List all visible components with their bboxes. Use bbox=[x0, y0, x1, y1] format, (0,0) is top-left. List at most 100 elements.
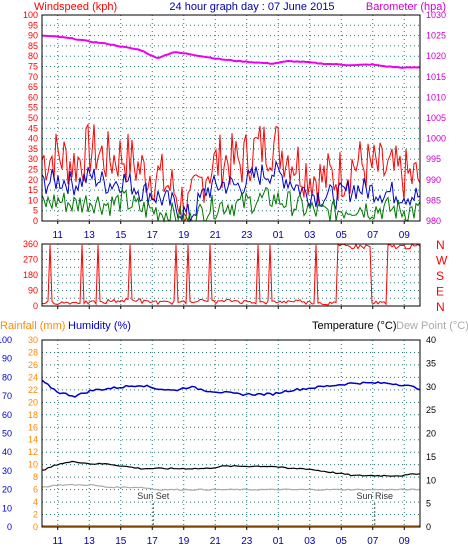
temperature-tick-label: 20 bbox=[426, 429, 436, 439]
rainfall-tick-label: 14 bbox=[28, 435, 38, 445]
direction-tick-label: 360 bbox=[23, 239, 38, 249]
windspeed-tick-label: 10 bbox=[28, 195, 38, 205]
rainfall-tick-label: 2 bbox=[33, 510, 38, 520]
direction-tick-label: 270 bbox=[23, 255, 38, 265]
temperature-tick-label: 25 bbox=[426, 405, 436, 415]
rainfall-tick-label: 0 bbox=[33, 522, 38, 532]
barometer-tick-label: 995 bbox=[426, 154, 441, 164]
windspeed-tick-label: 75 bbox=[28, 62, 38, 72]
series-temperature bbox=[41, 460, 421, 477]
humidity-tick-label: 30 bbox=[2, 466, 12, 476]
rainfall-axis-title: Rainfall (mm) bbox=[0, 320, 65, 332]
time-tick-label: 19 bbox=[178, 230, 190, 241]
time-tick-label: 23 bbox=[241, 536, 253, 547]
windspeed-tick-label: 20 bbox=[28, 175, 38, 185]
direction-tick-label: 180 bbox=[23, 270, 38, 280]
time-tick-label: 03 bbox=[304, 536, 316, 547]
time-tick-label: 11 bbox=[53, 536, 64, 547]
barometer-tick-label: 1010 bbox=[426, 92, 446, 102]
series-barometer bbox=[42, 34, 421, 69]
time-tick-label: 13 bbox=[84, 230, 96, 241]
compass-label: W bbox=[436, 254, 448, 268]
rainfall-tick-label: 16 bbox=[28, 422, 38, 432]
temperature-tick-label: 35 bbox=[426, 358, 436, 368]
humidity-tick-label: 0 bbox=[7, 522, 12, 532]
windspeed-tick-label: 35 bbox=[28, 144, 38, 154]
time-tick-label: 05 bbox=[336, 230, 348, 241]
barometer-tick-label: 1000 bbox=[426, 134, 446, 144]
sunset-annotation: Sun Set bbox=[137, 491, 170, 501]
rainfall-tick-label: 24 bbox=[28, 372, 38, 382]
temperature-tick-label: 40 bbox=[426, 335, 436, 345]
time-tick-label: 15 bbox=[115, 536, 127, 547]
time-tick-label: 17 bbox=[147, 230, 159, 241]
rainfall-tick-label: 30 bbox=[28, 335, 38, 345]
humidity-tick-label: 100 bbox=[0, 335, 12, 345]
humidity-tick-label: 20 bbox=[2, 485, 12, 495]
windspeed-tick-label: 30 bbox=[28, 154, 38, 164]
compass-label: N bbox=[436, 300, 445, 314]
series-windspeed-low bbox=[41, 186, 421, 223]
humidity-tick-label: 40 bbox=[2, 447, 12, 457]
time-tick-label: 05 bbox=[336, 536, 348, 547]
rainfall-tick-label: 10 bbox=[28, 460, 38, 470]
windspeed-tick-label: 25 bbox=[28, 165, 38, 175]
humidity-tick-label: 70 bbox=[2, 391, 12, 401]
time-tick-label: 23 bbox=[241, 230, 253, 241]
time-tick-label: 01 bbox=[273, 536, 285, 547]
barometer-tick-label: 985 bbox=[426, 195, 441, 205]
time-tick-label: 21 bbox=[210, 536, 222, 547]
barometer-tick-label: 1025 bbox=[426, 31, 446, 41]
rainfall-tick-label: 22 bbox=[28, 385, 38, 395]
humidity-tick-label: 50 bbox=[2, 429, 12, 439]
temperature-tick-label: 30 bbox=[426, 382, 436, 392]
rainfall-tick-label: 28 bbox=[28, 347, 38, 357]
barometer-axis-title: Barometer (hpa) bbox=[366, 1, 446, 13]
temp-humidity-panel: 0246810121416182022242628300102030405060… bbox=[0, 335, 436, 547]
barometer-tick-label: 1030 bbox=[426, 10, 446, 20]
time-tick-label: 17 bbox=[147, 536, 159, 547]
compass-label: S bbox=[436, 269, 444, 283]
temperature-tick-label: 15 bbox=[426, 452, 436, 462]
barometer-tick-label: 980 bbox=[426, 216, 441, 226]
humidity-tick-label: 60 bbox=[2, 410, 12, 420]
series-wind-direction bbox=[41, 243, 421, 306]
rainfall-tick-label: 4 bbox=[33, 497, 38, 507]
rainfall-tick-label: 18 bbox=[28, 410, 38, 420]
temperature-tick-label: 0 bbox=[426, 522, 431, 532]
windspeed-tick-label: 60 bbox=[28, 92, 38, 102]
windspeed-tick-label: 50 bbox=[28, 113, 38, 123]
series-dew-point bbox=[41, 483, 421, 491]
wind-barometer-panel: 0510152025303540455055606570758085909510… bbox=[23, 10, 446, 241]
dewpoint-axis-title: Dew Point (°C) bbox=[396, 320, 468, 332]
temperature-tick-label: 10 bbox=[426, 475, 436, 485]
windspeed-tick-label: 100 bbox=[23, 10, 38, 20]
windspeed-tick-label: 95 bbox=[28, 20, 38, 30]
rainfall-tick-label: 6 bbox=[33, 485, 38, 495]
windspeed-tick-label: 40 bbox=[28, 134, 38, 144]
windspeed-tick-label: 70 bbox=[28, 72, 38, 82]
rainfall-tick-label: 26 bbox=[28, 360, 38, 370]
humidity-tick-label: 10 bbox=[2, 503, 12, 513]
humidity-tick-label: 80 bbox=[2, 372, 12, 382]
plot-frame bbox=[41, 339, 421, 528]
time-tick-label: 13 bbox=[84, 536, 96, 547]
plot-frame bbox=[41, 14, 421, 222]
temperature-axis-title: Temperature (°C) bbox=[312, 320, 396, 332]
temperature-tick-label: 5 bbox=[426, 499, 431, 509]
time-tick-label: 11 bbox=[53, 230, 64, 241]
humidity-axis-title: Humidity (%) bbox=[68, 320, 131, 332]
direction-tick-label: 90 bbox=[28, 286, 38, 296]
rainfall-tick-label: 8 bbox=[33, 472, 38, 482]
compass-label: N bbox=[436, 238, 445, 252]
time-tick-label: 19 bbox=[178, 536, 190, 547]
rainfall-tick-label: 12 bbox=[28, 447, 38, 457]
barometer-tick-label: 1005 bbox=[426, 113, 446, 123]
windspeed-tick-label: 15 bbox=[28, 185, 38, 195]
humidity-tick-label: 90 bbox=[2, 354, 12, 364]
time-tick-label: 07 bbox=[367, 536, 379, 547]
windspeed-axis-title: Windspeed (kph) bbox=[34, 1, 117, 13]
windspeed-tick-label: 55 bbox=[28, 103, 38, 113]
